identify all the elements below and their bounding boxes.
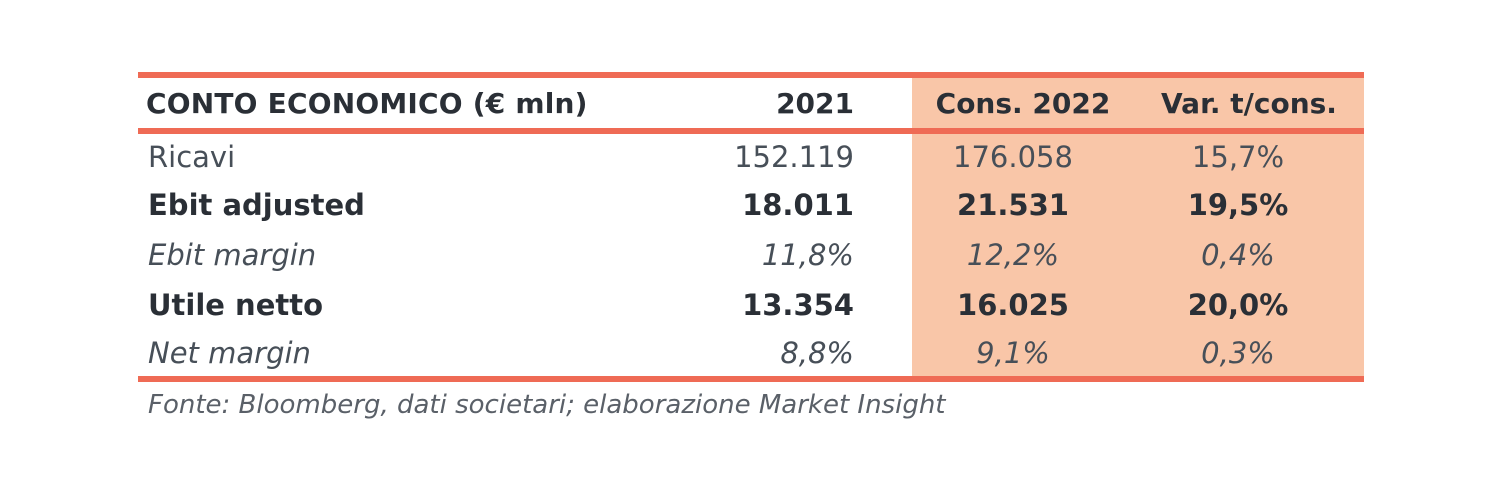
value-2021: 18.011 [742, 188, 854, 223]
header-2021: 2021 [708, 72, 912, 134]
table-row: Net margin 8,8% 9,1% 0,3% [138, 329, 1364, 382]
value-var: 20,0% [1134, 279, 1364, 330]
source-note: Fonte: Bloomberg, dati societari; elabor… [148, 390, 946, 420]
value-var: 15,7% [1134, 131, 1364, 181]
value-var: 0,3% [1134, 329, 1364, 382]
row-label: Ebit adjusted [148, 188, 365, 223]
header-cons-2022: Cons. 2022 [912, 72, 1134, 134]
row-label: Utile netto [148, 287, 324, 322]
table-row: Utile netto 13.354 16.025 20,0% [138, 279, 1364, 330]
table-row: Ricavi 152.119 176.058 15,7% [138, 131, 1364, 181]
value-cons-2022: 9,1% [912, 329, 1134, 382]
value-var: 0,4% [1134, 230, 1364, 280]
row-label: Ebit margin [148, 237, 317, 272]
value-var: 19,5% [1134, 180, 1364, 231]
value-2021: 11,8% [761, 237, 854, 272]
header-label: CONTO ECONOMICO (€ mln) [138, 72, 708, 134]
income-statement-table: CONTO ECONOMICO (€ mln) 2021 Cons. 2022 … [138, 72, 1364, 382]
header-var: Var. t/cons. [1134, 72, 1364, 134]
value-2021: 152.119 [734, 140, 854, 175]
value-cons-2022: 12,2% [912, 230, 1134, 280]
header-row: CONTO ECONOMICO (€ mln) 2021 Cons. 2022 … [138, 72, 1364, 134]
row-label: Net margin [138, 329, 708, 382]
table-row: Ebit adjusted 18.011 21.531 19,5% [138, 180, 1364, 231]
table-header: CONTO ECONOMICO (€ mln) 2021 Cons. 2022 … [138, 72, 1364, 134]
value-2021: 13.354 [742, 287, 854, 322]
table-body: Ricavi 152.119 176.058 15,7% Ebit adjust… [138, 131, 1364, 382]
value-cons-2022: 21.531 [912, 180, 1134, 231]
value-cons-2022: 16.025 [912, 279, 1134, 330]
row-label: Ricavi [148, 140, 236, 175]
financial-table-container: CONTO ECONOMICO (€ mln) 2021 Cons. 2022 … [138, 72, 1364, 382]
table-row: Ebit margin 11,8% 12,2% 0,4% [138, 230, 1364, 280]
value-cons-2022: 176.058 [912, 131, 1134, 181]
value-2021: 8,8% [708, 329, 912, 382]
